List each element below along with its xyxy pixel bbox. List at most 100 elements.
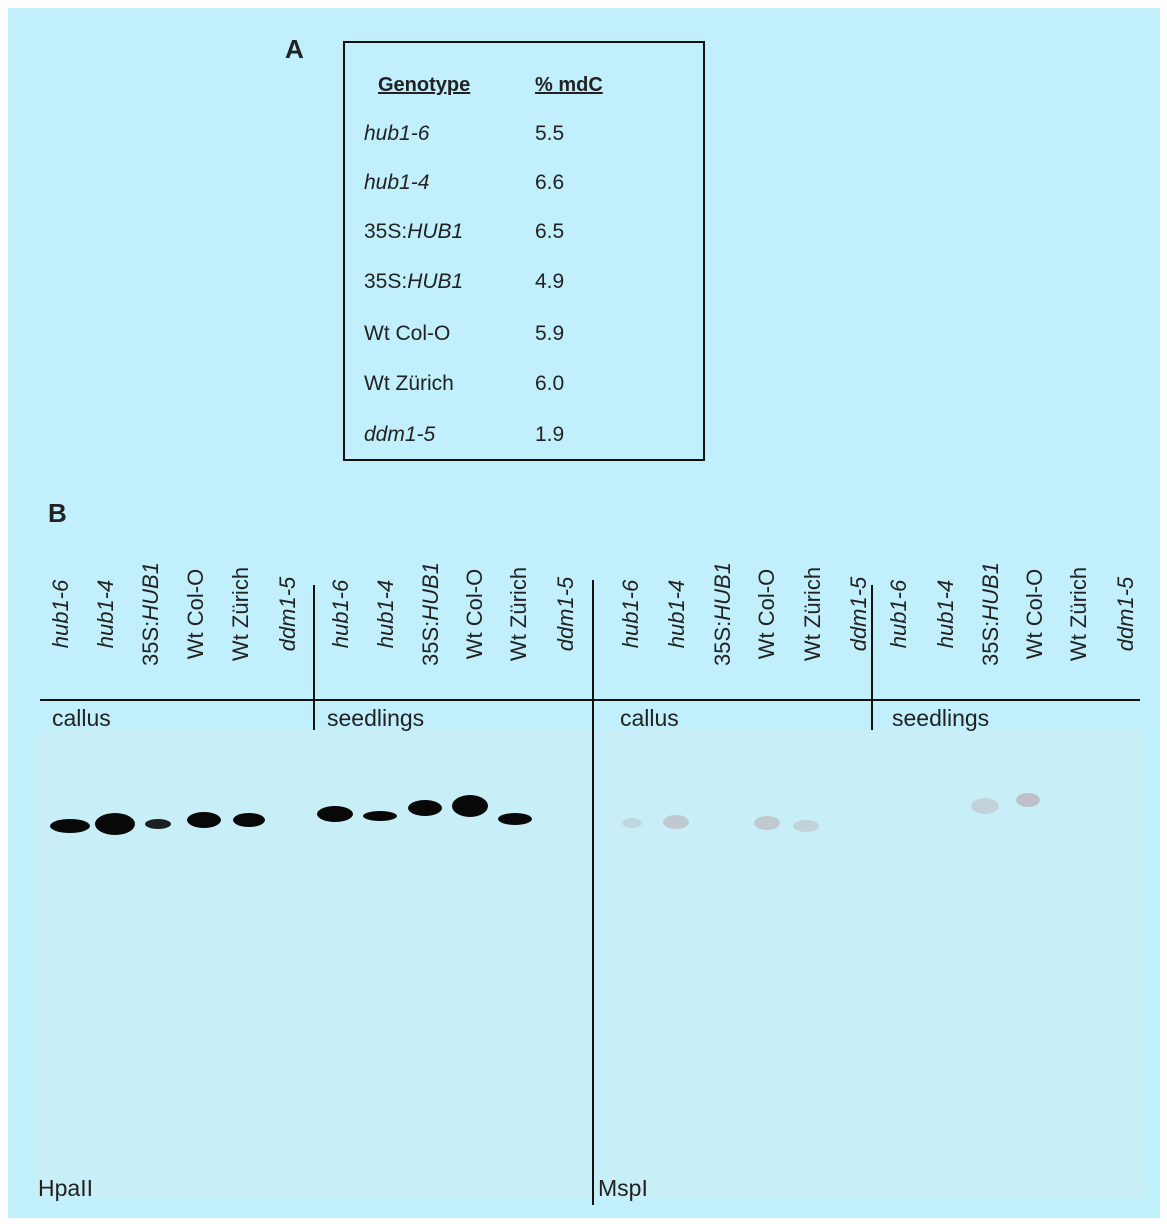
band: [187, 812, 221, 828]
text-segment: hub1-4: [364, 171, 429, 194]
enzyme-label: MspI: [598, 1175, 648, 1201]
lane-label: Wt Col-O: [183, 569, 208, 659]
lane-label: hub1-4: [933, 580, 958, 649]
mdc-value: 4.9: [535, 270, 564, 293]
text-segment: ddm1-5: [553, 576, 578, 651]
text-segment: hub1-4: [373, 580, 398, 649]
lane-label: Wt Zürich: [800, 567, 825, 661]
text-segment: Wt Zürich: [1066, 567, 1091, 661]
lane-label: ddm1-5: [553, 576, 578, 651]
lane-label: Wt Col-O: [1022, 569, 1047, 659]
enzyme-label: HpaII: [38, 1175, 93, 1201]
lane-label: ddm1-5: [1113, 576, 1138, 651]
text-segment: ddm1-5: [275, 576, 300, 651]
text-segment: Wt Col-O: [364, 322, 450, 345]
text-segment: 35S:: [364, 270, 407, 293]
genotype: 35S:HUB1: [364, 270, 463, 293]
mdc-value: 6.0: [535, 372, 564, 395]
text-segment: 35S:: [710, 621, 735, 666]
lane-label: Wt Zürich: [1066, 567, 1091, 661]
tissue-label: seedlings: [892, 705, 989, 731]
text-segment: HUB1: [710, 562, 735, 621]
lane-label: Wt Col-O: [754, 569, 779, 659]
lane-label: hub1-6: [328, 579, 353, 648]
text-segment: ddm1-5: [364, 423, 436, 446]
text-segment: hub1-6: [328, 579, 353, 648]
lane-label: Wt Col-O: [462, 569, 487, 659]
lane-label: hub1-4: [373, 580, 398, 649]
text-segment: hub1-6: [618, 579, 643, 648]
text-segment: Wt Zürich: [364, 372, 454, 395]
text-segment: HUB1: [407, 270, 463, 293]
text-segment: ddm1-5: [1113, 576, 1138, 651]
band: [622, 818, 642, 828]
mdc-value: 1.9: [535, 423, 564, 446]
panel-label: B: [48, 498, 67, 528]
lane-label: 35S:HUB1: [978, 562, 1003, 666]
text-segment: HUB1: [138, 562, 163, 621]
lane-label: Wt Zürich: [506, 567, 531, 661]
text-segment: hub1-4: [93, 580, 118, 649]
band: [317, 806, 353, 822]
text-segment: Wt Col-O: [183, 569, 208, 659]
band: [95, 813, 135, 835]
text-segment: 35S:: [418, 621, 443, 666]
mdc-value: 6.5: [535, 220, 564, 243]
text-segment: hub1-6: [364, 122, 430, 145]
mdc-value: 5.5: [535, 122, 564, 145]
genotype: ddm1-5: [364, 423, 436, 446]
lane-label: hub1-4: [664, 580, 689, 649]
band: [363, 811, 397, 821]
lane-label: 35S:HUB1: [138, 562, 163, 666]
band: [408, 800, 442, 816]
genotype: Wt Col-O: [364, 322, 450, 345]
lane-label: hub1-6: [48, 579, 73, 648]
tissue-label: callus: [620, 705, 679, 731]
text-segment: Wt Zürich: [800, 567, 825, 661]
band: [663, 815, 689, 829]
table-header: % mdC: [535, 74, 603, 96]
genotype: hub1-6: [364, 122, 430, 145]
band: [754, 816, 780, 830]
lane-label: hub1-6: [618, 579, 643, 648]
text-segment: 35S:: [364, 220, 407, 243]
text-segment: HUB1: [407, 220, 463, 243]
tissue-label: callus: [52, 705, 111, 731]
lane-label: 35S:HUB1: [418, 562, 443, 666]
text-segment: Wt Col-O: [1022, 569, 1047, 659]
text-segment: 35S:: [978, 621, 1003, 666]
genotype: hub1-4: [364, 171, 429, 194]
band: [50, 819, 90, 833]
band: [233, 813, 265, 827]
text-segment: ddm1-5: [846, 576, 871, 651]
band: [1016, 793, 1040, 807]
text-segment: hub1-4: [664, 580, 689, 649]
panel-label: A: [285, 34, 304, 64]
mdc-value: 5.9: [535, 322, 564, 345]
lane-label: ddm1-5: [275, 576, 300, 651]
figure: AGenotype% mdChub1-65.5hub1-46.635S:HUB1…: [0, 0, 1167, 1224]
lane-label: Wt Zürich: [228, 567, 253, 661]
band: [498, 813, 532, 825]
genotype: 35S:HUB1: [364, 220, 463, 243]
mdc-value: 6.6: [535, 171, 564, 194]
lane-label: hub1-6: [886, 579, 911, 648]
text-segment: hub1-4: [933, 580, 958, 649]
table-header: Genotype: [378, 74, 470, 96]
band: [793, 820, 819, 832]
band: [971, 798, 999, 814]
text-segment: hub1-6: [886, 579, 911, 648]
genotype: Wt Zürich: [364, 372, 454, 395]
text-segment: Wt Zürich: [228, 567, 253, 661]
band: [145, 819, 171, 829]
text-segment: Wt Col-O: [754, 569, 779, 659]
text-segment: HUB1: [978, 562, 1003, 621]
text-segment: Wt Col-O: [462, 569, 487, 659]
band: [452, 795, 488, 817]
lane-label: ddm1-5: [846, 576, 871, 651]
text-segment: 35S:: [138, 621, 163, 666]
tissue-label: seedlings: [327, 705, 424, 731]
text-segment: Wt Zürich: [506, 567, 531, 661]
lane-label: 35S:HUB1: [710, 562, 735, 666]
text-segment: HUB1: [418, 562, 443, 621]
